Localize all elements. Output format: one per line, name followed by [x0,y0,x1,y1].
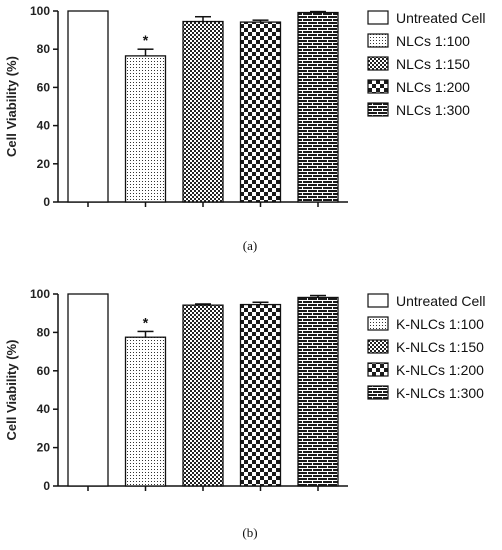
legend-swatch [367,102,389,117]
panel-caption: (b) [242,525,257,540]
y-tick-label: 100 [30,4,50,18]
legend-label: Untreated Cell [396,10,486,26]
legend-swatch [367,316,389,331]
bar-2 [124,55,167,203]
legend-swatch [367,56,389,71]
legend-label: NLCs 1:150 [396,56,470,72]
bar-4 [239,303,282,487]
legend-swatch [367,33,389,48]
panel-caption: (a) [243,238,257,253]
chart-panel-2: 0 20 40 60 80 100 Cell Viability (%) * Untreated… [4,287,486,540]
legend-swatch [367,339,389,354]
y-tick-label: 0 [43,479,50,493]
legend-swatch [367,385,389,400]
y-axis-label: Cell Viability (%) [4,340,19,441]
legend-swatch [367,362,389,377]
bar-3 [182,304,224,487]
legend-swatch [367,293,389,308]
bar-3 [182,20,224,203]
legend-swatch [367,79,389,94]
legend-swatch [367,10,389,25]
y-tick-label: 20 [37,157,51,171]
legend-label: Untreated Cell [396,293,486,309]
y-axis-label: Cell Viability (%) [4,56,19,157]
y-tick-label: 60 [37,364,51,378]
legend-label: K-NLCs 1:150 [396,339,484,355]
y-tick-label: 40 [37,119,51,133]
legend-label: NLCs 1:100 [396,33,470,49]
y-tick-label: 80 [37,325,51,339]
significance-marker: * [143,32,149,48]
y-tick-label: 40 [37,402,51,416]
y-tick-label: 100 [30,287,50,301]
legend-label: NLCs 1:200 [396,79,470,95]
legend-label: K-NLCs 1:300 [396,385,484,401]
bar-2 [124,336,167,487]
y-tick-label: 80 [37,42,51,56]
chart-panel-1: 0 20 40 60 80 100 Cell Viability (%) * Untreated… [4,4,486,253]
bar-5 [297,11,339,203]
significance-marker: * [143,314,149,330]
legend-label: K-NLCs 1:100 [396,316,484,332]
legend-label: NLCs 1:300 [396,102,470,118]
y-tick-label: 60 [37,80,51,94]
y-tick-label: 0 [43,195,50,209]
legend-label: K-NLCs 1:200 [396,362,484,378]
y-tick-label: 20 [37,441,51,455]
bar-1 [67,293,109,487]
bar-4 [239,21,282,203]
bar-1 [67,10,109,203]
bar-5 [297,296,339,487]
